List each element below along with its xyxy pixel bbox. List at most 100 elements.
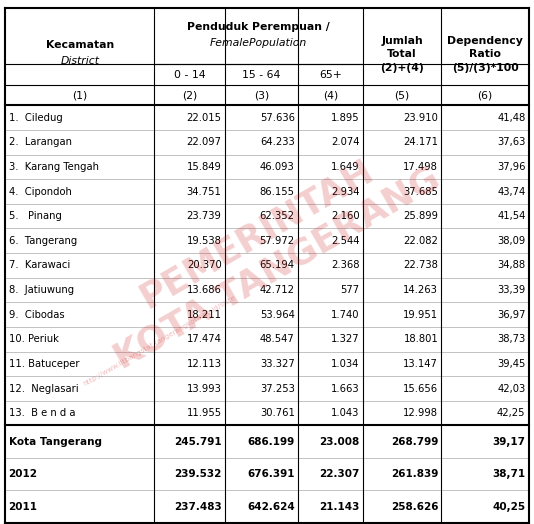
Text: 30.761: 30.761 [260,408,295,418]
Text: (4): (4) [323,90,338,101]
Text: 86.155: 86.155 [260,187,295,196]
Text: 17.474: 17.474 [187,334,222,344]
Text: 13.  B e n d a: 13. B e n d a [9,408,75,418]
Text: Penduduk Perempuan /: Penduduk Perempuan / [187,21,330,32]
Text: 1.043: 1.043 [331,408,359,418]
Text: 11.955: 11.955 [186,408,222,418]
Text: 23.008: 23.008 [319,436,359,447]
Text: 12.998: 12.998 [403,408,438,418]
Text: 268.799: 268.799 [391,436,438,447]
Text: 38,71: 38,71 [492,469,525,479]
Text: 8.  Jatiuwung: 8. Jatiuwung [9,285,74,295]
Text: 1.327: 1.327 [331,334,359,344]
Text: 239.532: 239.532 [174,469,222,479]
Text: 12.113: 12.113 [186,359,222,369]
Text: 33.327: 33.327 [260,359,295,369]
Text: 1.663: 1.663 [331,384,359,394]
Text: (2): (2) [182,90,197,101]
Text: 642.624: 642.624 [247,501,295,512]
Text: 48.547: 48.547 [260,334,295,344]
Text: 43,74: 43,74 [497,187,525,196]
Text: 18.801: 18.801 [404,334,438,344]
Text: 245.791: 245.791 [174,436,222,447]
Text: 17.498: 17.498 [403,162,438,172]
Text: 19.951: 19.951 [403,310,438,320]
Text: 36,97: 36,97 [497,310,525,320]
Text: 34,88: 34,88 [497,260,525,270]
Text: 2.160: 2.160 [331,211,359,221]
Text: 24.171: 24.171 [403,137,438,147]
Text: 65.194: 65.194 [260,260,295,270]
Text: http://www.litbangstat.tangerangkota.go.id/siste: http://www.litbangstat.tangerangkota.go.… [83,294,238,387]
Text: 1.  Ciledug: 1. Ciledug [9,113,62,123]
Text: Kota Tangerang: Kota Tangerang [9,436,101,447]
Text: 258.626: 258.626 [391,501,438,512]
Text: 2011: 2011 [9,501,37,512]
Text: Ratio: Ratio [469,49,501,59]
Text: (6): (6) [477,90,493,101]
Text: 21.143: 21.143 [319,501,359,512]
Text: 237.483: 237.483 [174,501,222,512]
Text: 57.636: 57.636 [260,113,295,123]
Text: 62.352: 62.352 [260,211,295,221]
Text: 15 - 64: 15 - 64 [242,70,280,80]
Text: 19.538: 19.538 [187,236,222,246]
Text: 39,17: 39,17 [492,436,525,447]
Text: FemalePopulation: FemalePopulation [210,38,307,48]
Text: 13.993: 13.993 [187,384,222,394]
Text: 40,25: 40,25 [492,501,525,512]
Text: 13.686: 13.686 [187,285,222,295]
Text: 18.211: 18.211 [186,310,222,320]
Text: 6.  Tangerang: 6. Tangerang [9,236,77,246]
Text: (5): (5) [395,90,410,101]
Text: 7.  Karawaci: 7. Karawaci [9,260,70,270]
Text: 2.934: 2.934 [331,187,359,196]
Text: 1.895: 1.895 [331,113,359,123]
Text: 15.849: 15.849 [187,162,222,172]
Text: (5)/(3)*100: (5)/(3)*100 [452,62,519,73]
Text: 39,45: 39,45 [497,359,525,369]
Text: 2.368: 2.368 [331,260,359,270]
Text: 37,63: 37,63 [497,137,525,147]
Text: 25.899: 25.899 [403,211,438,221]
Text: 33,39: 33,39 [497,285,525,295]
Text: District: District [60,56,99,66]
Text: Dependency: Dependency [447,36,523,46]
Text: 37,96: 37,96 [497,162,525,172]
Text: 15.656: 15.656 [403,384,438,394]
Text: 38,09: 38,09 [497,236,525,246]
Text: PEMERINTAH
KOTA TANGERANG: PEMERINTAH KOTA TANGERANG [89,127,445,376]
Text: 23.910: 23.910 [403,113,438,123]
Text: (2)+(4): (2)+(4) [380,62,424,73]
Text: 577: 577 [340,285,359,295]
Text: 37.685: 37.685 [403,187,438,196]
Text: 1.649: 1.649 [331,162,359,172]
Text: (3): (3) [254,90,269,101]
Text: 64.233: 64.233 [260,137,295,147]
Text: (1): (1) [72,90,88,101]
Text: 34.751: 34.751 [187,187,222,196]
Text: 42,03: 42,03 [497,384,525,394]
Text: 676.391: 676.391 [247,469,295,479]
Text: 65+: 65+ [319,70,342,80]
Text: 12.  Neglasari: 12. Neglasari [9,384,78,394]
Text: 41,54: 41,54 [497,211,525,221]
Text: 42.712: 42.712 [260,285,295,295]
Text: 4.  Cipondoh: 4. Cipondoh [9,187,72,196]
Text: 46.093: 46.093 [260,162,295,172]
Text: 22.015: 22.015 [186,113,222,123]
Text: Jumlah: Jumlah [381,36,423,46]
Text: 11. Batuceper: 11. Batuceper [9,359,79,369]
Text: 2.544: 2.544 [331,236,359,246]
Text: Kecamatan: Kecamatan [46,40,114,50]
Text: 13.147: 13.147 [403,359,438,369]
Text: 14.263: 14.263 [403,285,438,295]
Text: 2012: 2012 [9,469,37,479]
Text: 57.972: 57.972 [260,236,295,246]
Text: 10. Periuk: 10. Periuk [9,334,58,344]
Text: 1.034: 1.034 [331,359,359,369]
Text: 5.   Pinang: 5. Pinang [9,211,61,221]
Text: 53.964: 53.964 [260,310,295,320]
Text: 38,73: 38,73 [497,334,525,344]
Text: 22.082: 22.082 [403,236,438,246]
